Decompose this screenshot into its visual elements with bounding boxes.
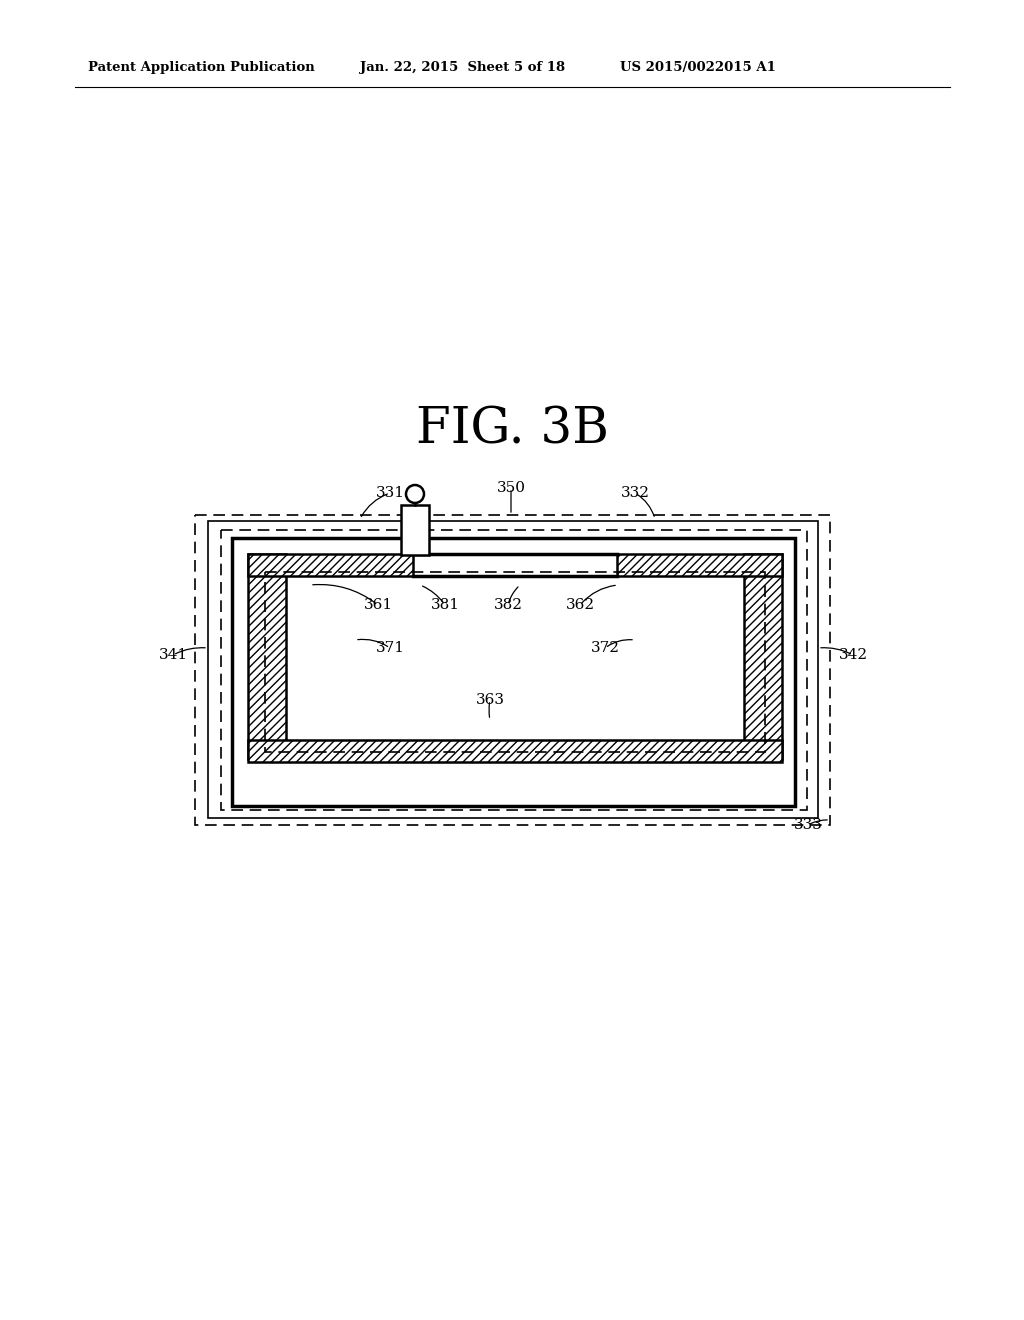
Bar: [413, 554, 617, 576]
Text: 381: 381: [430, 598, 460, 612]
Circle shape: [406, 484, 424, 503]
Bar: [265, 572, 765, 752]
Text: 362: 362: [565, 598, 595, 612]
Bar: [208, 521, 818, 818]
Bar: [232, 539, 795, 807]
Text: 372: 372: [591, 642, 620, 655]
Text: 382: 382: [494, 598, 522, 612]
Text: 363: 363: [475, 693, 505, 708]
Text: Jan. 22, 2015  Sheet 5 of 18: Jan. 22, 2015 Sheet 5 of 18: [360, 62, 565, 74]
Text: 331: 331: [376, 486, 404, 500]
Bar: [617, 554, 782, 576]
Bar: [401, 506, 429, 554]
Text: US 2015/0022015 A1: US 2015/0022015 A1: [620, 62, 776, 74]
Bar: [221, 531, 807, 810]
Text: 361: 361: [364, 598, 392, 612]
Text: Patent Application Publication: Patent Application Publication: [88, 62, 314, 74]
Text: 332: 332: [621, 486, 649, 500]
Text: FIG. 3B: FIG. 3B: [416, 405, 608, 454]
Bar: [195, 515, 830, 825]
Bar: [248, 554, 286, 759]
Bar: [248, 741, 782, 762]
Text: 371: 371: [376, 642, 404, 655]
Text: 333: 333: [794, 818, 822, 832]
Text: 342: 342: [839, 648, 867, 663]
Text: 341: 341: [159, 648, 187, 663]
Text: 350: 350: [497, 480, 525, 495]
Bar: [248, 554, 413, 576]
Bar: [744, 554, 782, 759]
